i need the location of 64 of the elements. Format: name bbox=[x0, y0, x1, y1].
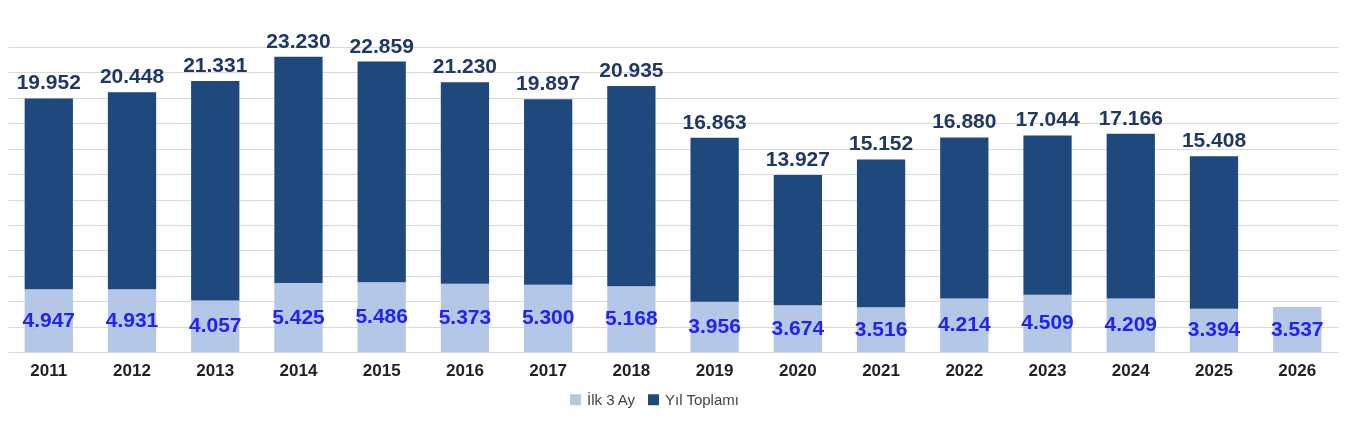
x-tick-label: 2022 bbox=[945, 360, 984, 380]
total-label: 17.044 bbox=[1015, 107, 1080, 131]
x-tick-label: 2026 bbox=[1278, 360, 1317, 380]
total-label: 22.859 bbox=[349, 33, 414, 57]
data-label: 5.425 bbox=[272, 304, 326, 328]
data-label: 4.947 bbox=[22, 307, 76, 331]
data-label: 3.674 bbox=[771, 315, 825, 339]
bar bbox=[24, 98, 73, 290]
bar bbox=[690, 137, 739, 302]
data-label: 4.509 bbox=[1021, 310, 1074, 334]
data-label: 4.209 bbox=[1104, 312, 1158, 336]
total-label: 17.166 bbox=[1098, 105, 1163, 129]
total-label: 13.927 bbox=[765, 147, 830, 171]
x-tick-label: 2016 bbox=[446, 360, 484, 380]
data-label: 5.168 bbox=[605, 306, 658, 330]
total-label: 19.897 bbox=[516, 71, 581, 95]
bar bbox=[773, 175, 822, 306]
data-label: 4.057 bbox=[188, 313, 242, 337]
data-label: 5.486 bbox=[355, 304, 408, 328]
data-label: 4.931 bbox=[105, 307, 159, 331]
total-label: 20.448 bbox=[99, 64, 165, 88]
bar bbox=[1189, 156, 1239, 309]
data-label: 3.537 bbox=[1270, 316, 1324, 340]
bar bbox=[524, 99, 573, 285]
bar bbox=[191, 80, 240, 301]
total-label: 19.952 bbox=[16, 70, 81, 94]
total-label: 15.408 bbox=[1181, 128, 1247, 152]
total-label: 21.331 bbox=[183, 52, 248, 76]
bar bbox=[357, 61, 406, 283]
data-label: 5.300 bbox=[521, 305, 575, 329]
x-tick-label: 2024 bbox=[1111, 360, 1151, 380]
bar bbox=[856, 159, 906, 308]
bar bbox=[607, 85, 656, 287]
total-label: 15.152 bbox=[848, 131, 914, 155]
data-label: 3.956 bbox=[688, 313, 741, 337]
total-label: 16.863 bbox=[682, 109, 747, 133]
x-tick-label: 2011 bbox=[30, 360, 68, 380]
x-tick-label: 2014 bbox=[279, 360, 318, 380]
legend-label: Yıl Toplamı bbox=[665, 390, 739, 408]
x-tick-label: 2021 bbox=[862, 360, 900, 380]
bar bbox=[107, 92, 157, 290]
data-label: 3.394 bbox=[1187, 317, 1241, 341]
x-tick-label: 2019 bbox=[695, 360, 734, 380]
x-tick-label: 2013 bbox=[196, 360, 235, 380]
x-tick-label: 2020 bbox=[778, 360, 817, 380]
total-label: 16.880 bbox=[932, 109, 997, 133]
x-tick-label: 2023 bbox=[1028, 360, 1067, 380]
data-label: 4.214 bbox=[938, 312, 991, 336]
total-label: 21.230 bbox=[432, 54, 498, 78]
bar bbox=[440, 82, 490, 284]
x-tick-label: 2017 bbox=[529, 360, 568, 380]
bar bbox=[1106, 133, 1155, 299]
x-tick-label: 2015 bbox=[362, 360, 401, 380]
bar bbox=[1023, 135, 1072, 295]
data-label: 5.373 bbox=[438, 304, 492, 328]
data-label: 3.516 bbox=[854, 316, 908, 340]
legend-label: İlk 3 Ay bbox=[587, 390, 636, 408]
total-label: 23.230 bbox=[266, 28, 331, 52]
x-tick-label: 2012 bbox=[113, 360, 151, 380]
bar bbox=[274, 56, 323, 284]
x-tick-label: 2018 bbox=[612, 360, 651, 380]
total-label: 20.935 bbox=[599, 57, 664, 81]
bar bbox=[940, 137, 989, 299]
x-tick-label: 2025 bbox=[1195, 360, 1233, 380]
